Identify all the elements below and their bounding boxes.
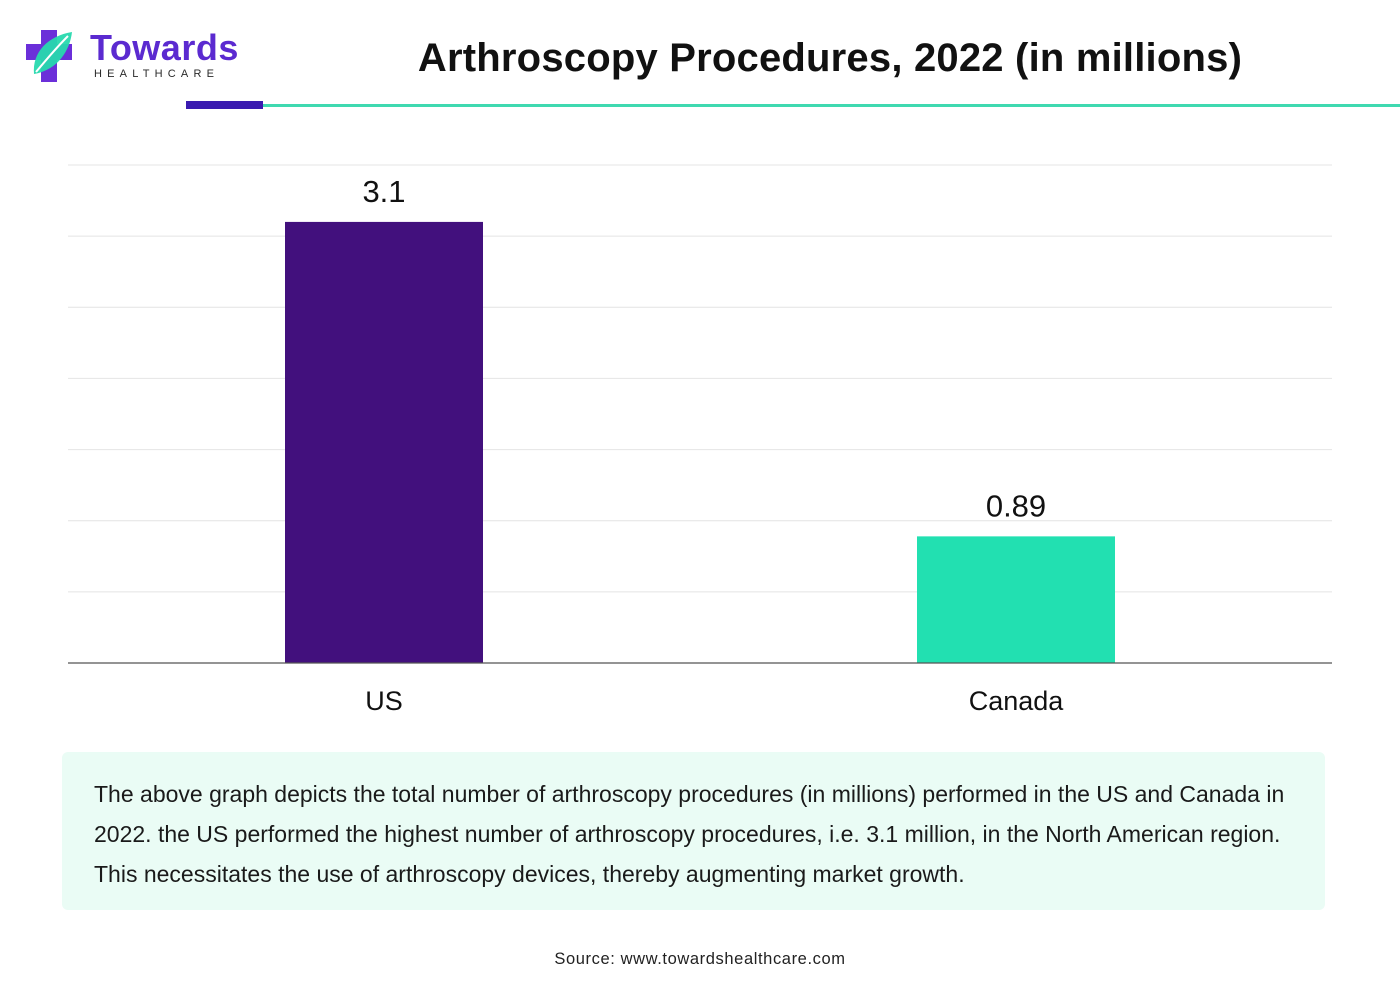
bar-chart: 3.1 US 0.89 Canada xyxy=(68,164,1332,716)
data-label-us: 3.1 xyxy=(362,174,405,209)
summary-box: The above graph depicts the total number… xyxy=(62,752,1325,910)
x-tick-label-canada: Canada xyxy=(969,686,1065,716)
brand-tagline: HEALTHCARE xyxy=(94,68,220,80)
page-title: Arthroscopy Procedures, 2022 (in million… xyxy=(417,36,1243,80)
bar-canada xyxy=(917,536,1115,663)
bars xyxy=(285,221,1115,663)
gridlines xyxy=(68,164,1332,593)
data-label-canada: 0.89 xyxy=(986,488,1046,523)
bar-us xyxy=(285,221,483,663)
header-rule-accent xyxy=(186,101,263,109)
brand-logo: Towards HEALTHCARE xyxy=(22,26,252,86)
summary-text: The above graph depicts the total number… xyxy=(94,781,1285,887)
source-note: Source: www.towardshealthcare.com xyxy=(554,950,846,968)
x-tick-label-us: US xyxy=(365,686,403,716)
labels: 3.1 US 0.89 Canada xyxy=(362,174,1064,716)
brand-name: Towards xyxy=(90,27,239,68)
header-rule-line xyxy=(263,104,1400,107)
medical-cross-leaf-icon xyxy=(26,30,72,82)
